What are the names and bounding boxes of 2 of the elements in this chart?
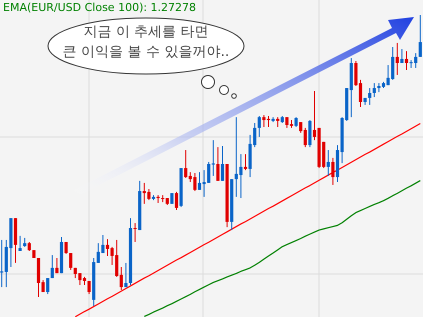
annotation: 지금 이 추세를 타면 큰 이익을 볼 수 있을꺼야.. (62, 24, 230, 60)
series-name: EMA(EUR/USD Close 100): 1.27278 (3, 1, 196, 14)
